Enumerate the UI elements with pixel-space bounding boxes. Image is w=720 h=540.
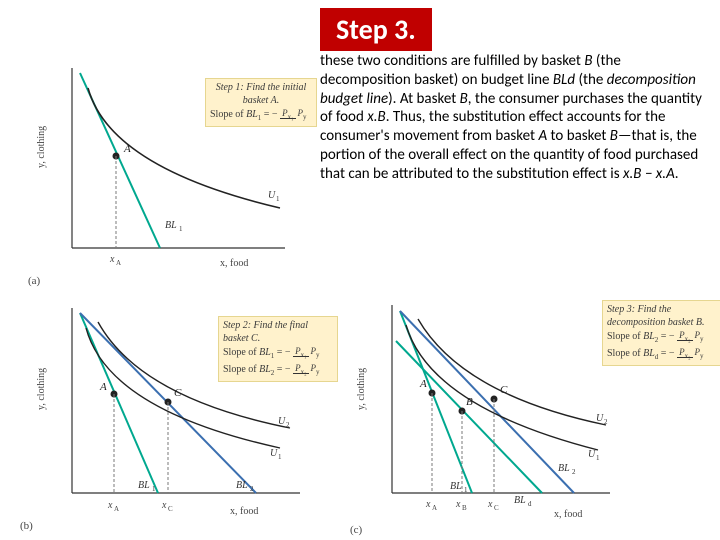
svg-text:1: 1	[596, 454, 600, 462]
svg-text:1: 1	[152, 485, 156, 493]
svg-text:2: 2	[604, 418, 608, 426]
svg-text:2: 2	[572, 468, 576, 476]
svg-text:x: x	[455, 499, 461, 510]
svg-text:U: U	[596, 413, 604, 424]
annot-b: Step 2: Find the final basket C. Slope o…	[218, 316, 338, 382]
svg-text:x, food: x, food	[554, 509, 582, 520]
svg-text:C: C	[494, 504, 499, 512]
step-badge: Step 3.	[320, 8, 432, 51]
svg-text:U: U	[278, 416, 286, 427]
svg-text:2: 2	[250, 485, 254, 493]
svg-text:BL: BL	[165, 220, 177, 231]
svg-text:BL: BL	[514, 495, 526, 506]
svg-text:A: A	[432, 504, 437, 512]
panel-b-label: (b)	[20, 520, 33, 532]
svg-text:x: x	[487, 499, 493, 510]
svg-text:x, food: x, food	[230, 506, 258, 517]
svg-text:C: C	[174, 387, 182, 399]
svg-text:1: 1	[464, 486, 468, 494]
svg-text:U: U	[588, 449, 596, 460]
main-paragraph: these two conditions are fulfilled by ba…	[320, 52, 710, 183]
svg-text:d: d	[528, 500, 532, 508]
annot-a: Step 1: Find the initial basket A. Slope…	[205, 78, 317, 127]
svg-text:2: 2	[286, 421, 290, 429]
annot-c: Step 3: Find the decomposition basket B.…	[602, 300, 720, 366]
svg-text:C: C	[500, 384, 508, 396]
svg-text:x, food: x, food	[220, 258, 248, 269]
svg-text:y, clothing: y, clothing	[356, 368, 367, 410]
svg-text:A: A	[419, 378, 427, 390]
svg-text:BL: BL	[138, 480, 150, 491]
svg-text:U: U	[270, 448, 278, 459]
svg-text:1: 1	[278, 453, 282, 461]
svg-text:1: 1	[179, 225, 183, 233]
svg-text:A: A	[114, 505, 119, 513]
panel-a-label: (a)	[28, 275, 40, 287]
svg-text:y, clothing: y, clothing	[36, 368, 47, 410]
svg-text:BL: BL	[558, 463, 570, 474]
svg-text:A: A	[99, 381, 107, 393]
svg-text:B: B	[466, 396, 473, 408]
svg-text:C: C	[168, 505, 173, 513]
ylabel-a: y, clothing	[36, 126, 47, 168]
svg-text:A: A	[123, 143, 131, 155]
svg-text:BL: BL	[450, 481, 462, 492]
panel-c-label: (c)	[350, 524, 362, 536]
svg-text:x: x	[107, 500, 113, 511]
svg-text:B: B	[462, 504, 467, 512]
svg-text:U: U	[268, 190, 276, 201]
svg-text:x: x	[425, 499, 431, 510]
svg-text:x: x	[161, 500, 167, 511]
svg-text:x: x	[109, 254, 115, 265]
svg-text:BL: BL	[236, 480, 248, 491]
svg-text:A: A	[116, 259, 121, 267]
svg-text:1: 1	[276, 195, 280, 203]
